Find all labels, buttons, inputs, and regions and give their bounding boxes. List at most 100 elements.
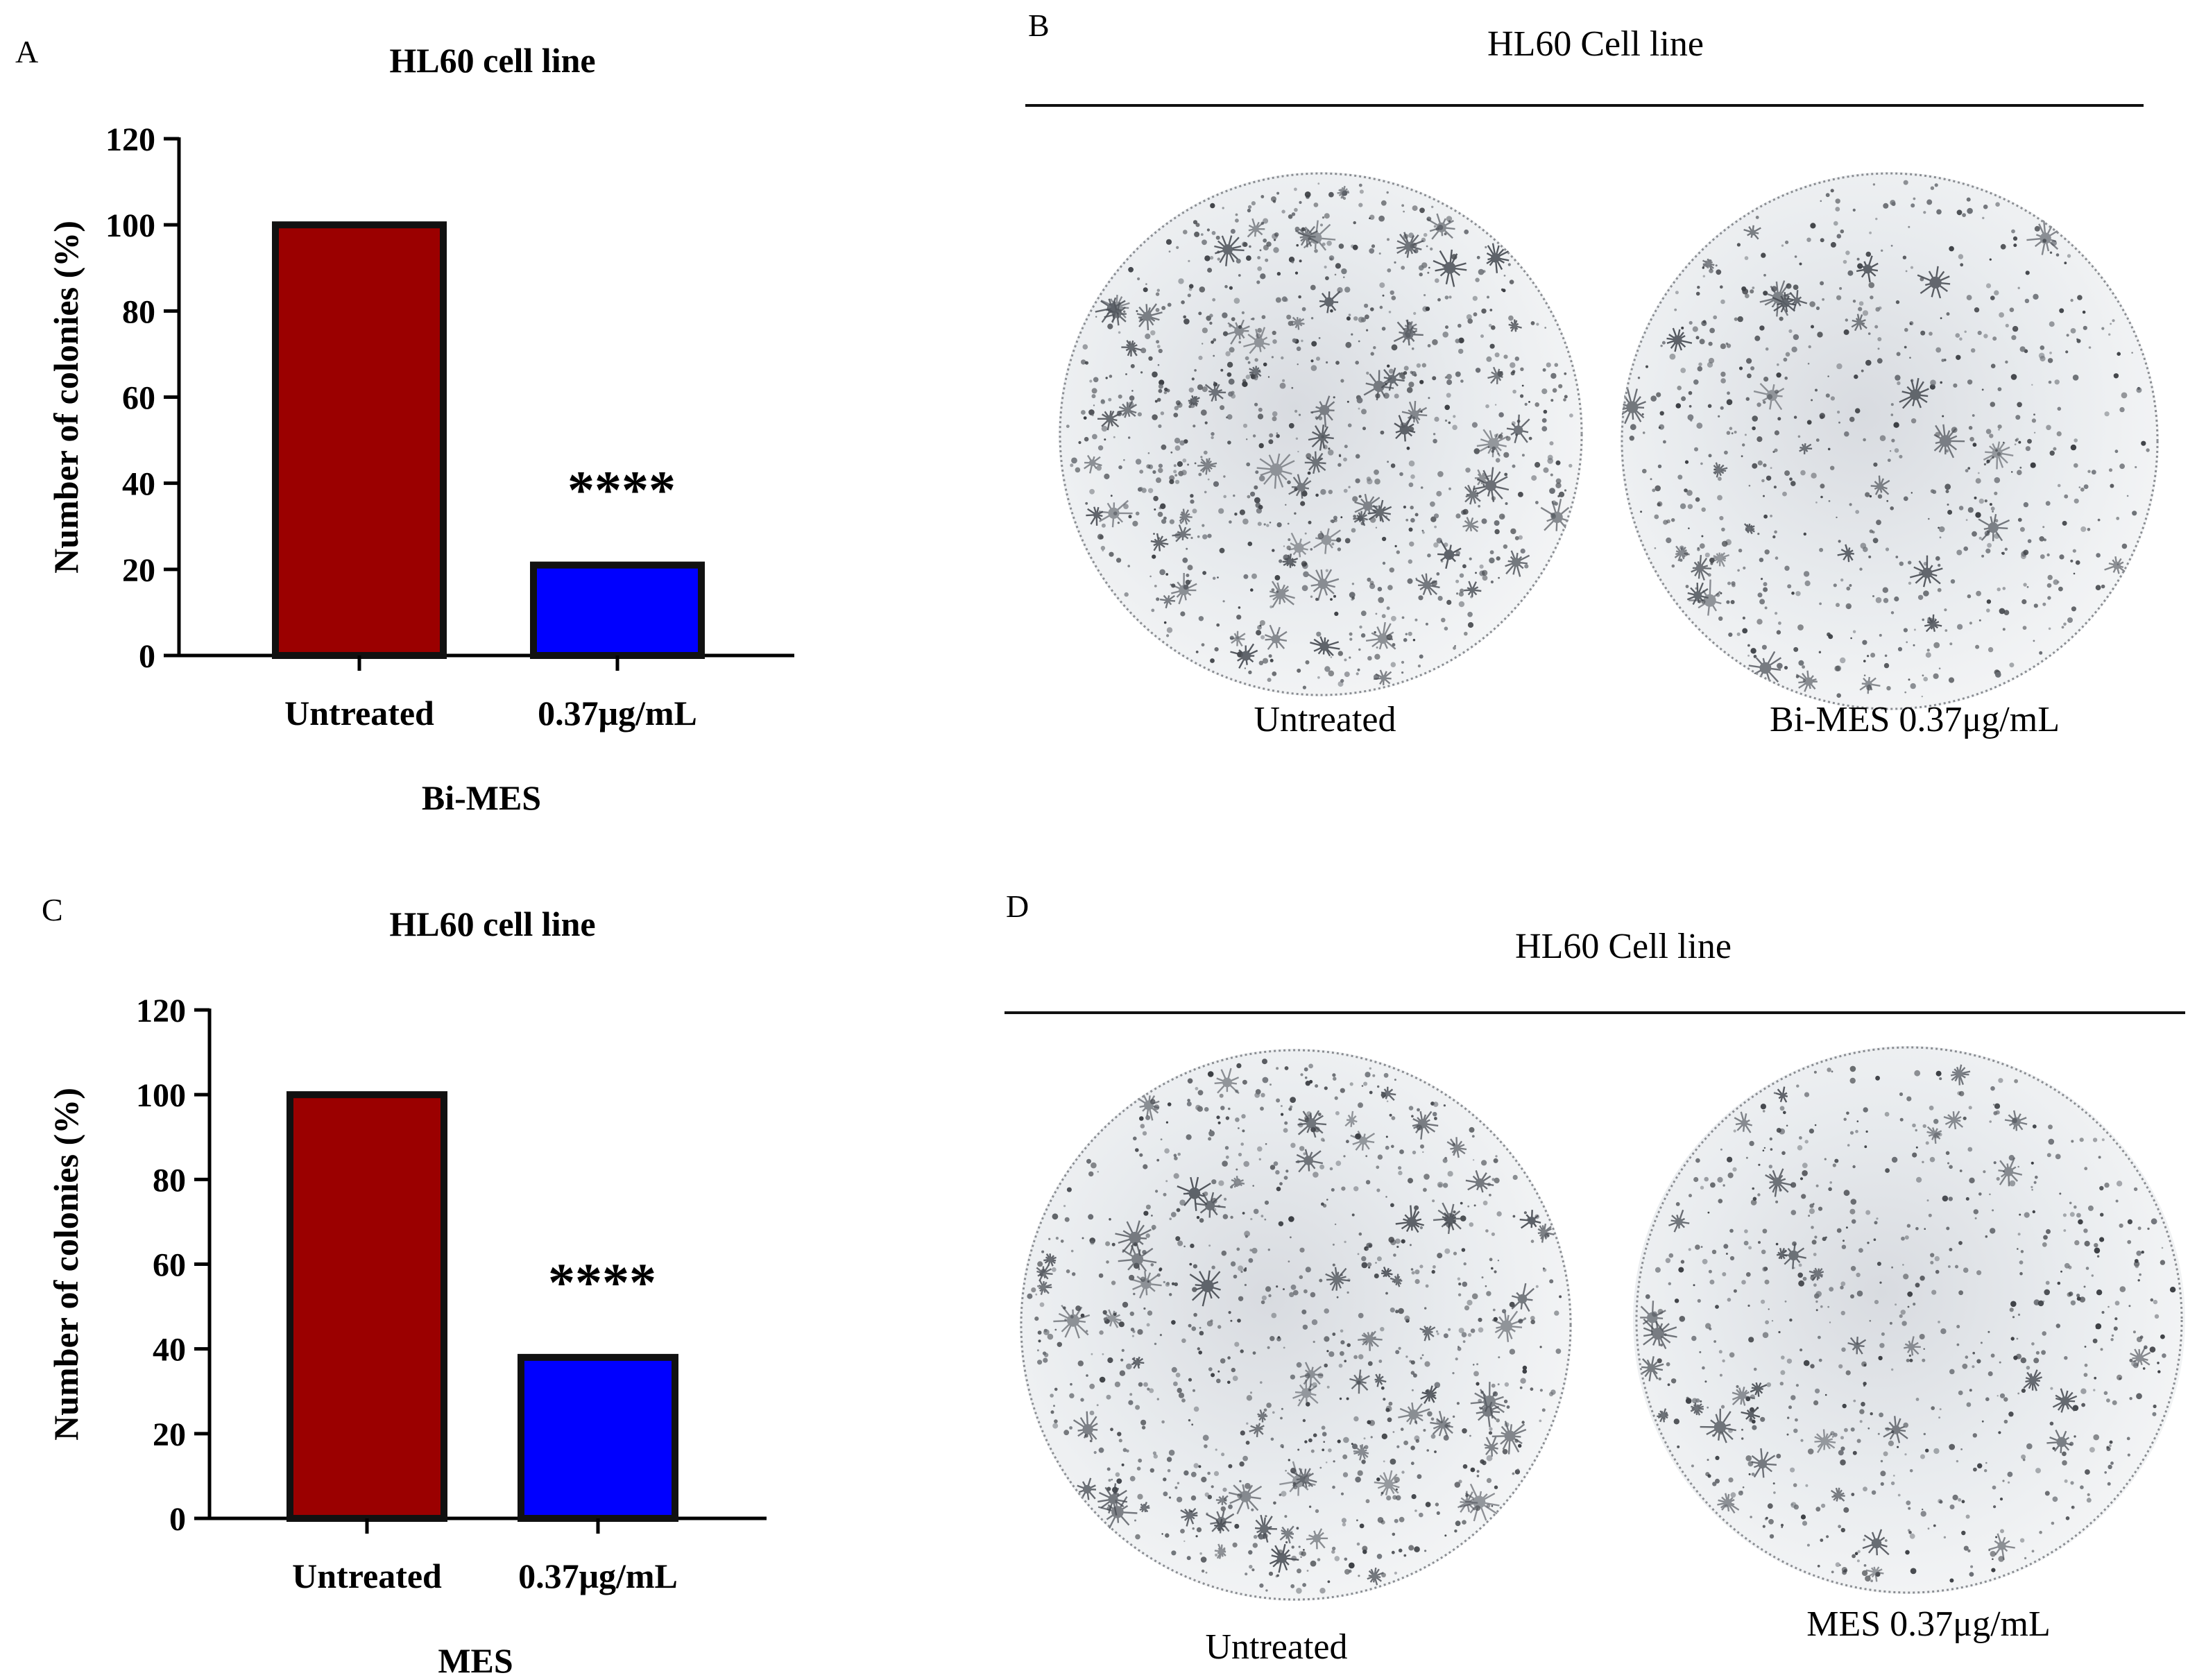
cell-dot [1773,1491,1776,1494]
cell-dot [1421,363,1426,368]
cell-dot [1933,1524,1936,1527]
cell-dot [1128,436,1131,439]
cell-dot [1520,1378,1526,1384]
cell-dot [1689,404,1692,408]
cell-dot [1198,616,1204,622]
cell-dot [1871,1490,1877,1495]
cell-dot [1386,1495,1392,1501]
cell-dot [1753,655,1757,658]
cell-dot [1279,1182,1283,1185]
cell-dot [1891,1266,1893,1269]
cell-dot [1710,1182,1716,1188]
cell-dot [1199,1330,1204,1336]
cell-dot [1998,429,2000,431]
cell-dot [2106,1398,2110,1403]
cell-dot [1877,1262,1881,1266]
colony [1353,511,1368,526]
cell-dot [2000,243,2006,250]
cell-dot [1762,1332,1769,1338]
cell-dot [1324,265,1327,269]
cell-dot [1453,1210,1456,1214]
cell-dot [1366,329,1369,332]
cell-dot [1505,502,1508,505]
cell-dot [1401,660,1405,664]
cell-dot [1340,1088,1345,1093]
cell-dot [1070,1249,1074,1253]
cell-dot [1203,450,1208,455]
cell-dot [1777,662,1783,669]
cell-dot [1986,608,1990,612]
y-tick-label: 0 [169,1501,186,1538]
cell-dot [1861,1402,1865,1407]
cell-dot [1192,508,1197,514]
cell-dot [1738,549,1743,553]
cell-dot [1728,1477,1734,1483]
cell-dot [1401,616,1405,619]
cell-dot [1454,1482,1461,1488]
cell-dot [1558,384,1563,388]
cell-dot [1222,600,1225,603]
cell-dot [2060,1270,2062,1273]
cell-dot [1216,1378,1221,1384]
cell-dot [1975,644,1980,649]
cell-dot [1763,463,1767,468]
cell-dot [1877,494,1883,499]
cell-dot [1324,213,1330,219]
cell-dot [2134,1259,2139,1263]
cell-dot [2147,1227,2150,1231]
cell-dot [1387,268,1392,273]
cell-dot [1101,425,1108,432]
cell-dot [1704,552,1710,558]
cell-dot [1679,558,1683,562]
cell-dot [1448,421,1451,425]
cell-dot [1088,1171,1094,1177]
cell-dot [2033,293,2039,300]
cell-dot [1137,412,1142,417]
cell-dot [1341,1186,1346,1191]
cell-dot [1395,1310,1399,1314]
cell-dot [1292,1289,1299,1296]
cell-dot [1418,265,1424,271]
cell-dot [1408,460,1415,467]
cell-dot [1169,1293,1172,1296]
cell-dot [1933,1119,1939,1124]
cell-dot [1781,1526,1783,1528]
cell-dot [1688,1248,1691,1251]
colony [1072,1411,1098,1441]
cell-dot [1802,1163,1808,1169]
cell-dot [1884,1539,1888,1542]
cell-dot [2076,1212,2081,1218]
cell-dot [1110,1428,1113,1432]
cell-dot [1966,1402,1972,1407]
cell-dot [1424,1550,1427,1552]
cell-dot [1834,1158,1839,1163]
cell-dot [1401,204,1404,207]
cell-dot [2048,1124,2053,1130]
cell-dot [1174,438,1181,444]
cell-dot [1300,1556,1302,1558]
cell-dot [1344,1360,1347,1362]
cell-dot [1844,431,1849,437]
cell-dot [1757,460,1763,465]
cell-dot [1776,1128,1781,1133]
cell-dot [1955,1265,1958,1269]
cell-dot [1496,556,1501,561]
cell-dot [1869,231,1872,234]
cell-dot [1330,656,1333,658]
cell-dot [1319,1466,1322,1469]
cell-dot [1906,1224,1911,1228]
cell-dot [2067,254,2071,258]
cell-dot [1091,394,1096,399]
cell-dot [1780,1523,1784,1527]
cell-dot [1521,454,1525,457]
cell-dot [1752,1197,1757,1201]
colony [1310,636,1340,657]
cell-dot [1486,356,1492,362]
cell-dot [1799,262,1802,266]
cell-dot [1840,1281,1846,1287]
cell-dot [1188,1323,1192,1328]
cell-dot [1351,333,1353,336]
cell-dot [1335,1160,1342,1166]
cell-dot [1230,1319,1233,1322]
cell-dot [1542,1267,1545,1270]
